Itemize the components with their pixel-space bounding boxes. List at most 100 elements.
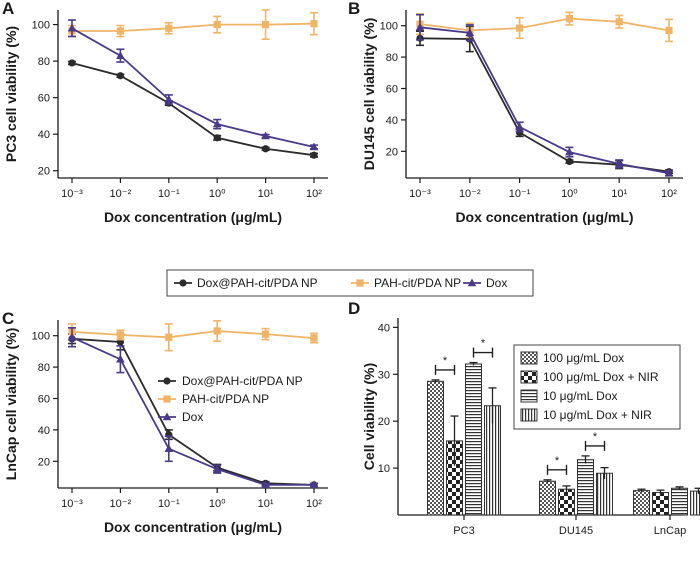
x-tick-label: 10⁻³ [409, 188, 431, 200]
series-line [419, 26, 670, 175]
data-point [665, 26, 673, 35]
legend-item: Dox@PAH-cit/PDA NP [158, 374, 303, 388]
significance-star: * [555, 455, 560, 467]
bar [427, 380, 444, 516]
legend-item: 100 μg/mL Dox + NIR [520, 370, 659, 384]
legend-swatch [520, 351, 538, 365]
legend-label: Dox [182, 410, 203, 424]
series-line [419, 17, 670, 32]
series-line [71, 337, 315, 486]
bar-group: LnCap [633, 486, 700, 537]
bar-group: PC3 [427, 361, 501, 537]
legend-label: 10 μg/mL Dox + NIR [543, 408, 652, 422]
legend-swatch [520, 408, 538, 422]
series-line [71, 62, 315, 157]
x-tick-label: DU145 [559, 525, 593, 537]
x-axis-title: Dox concentration (μg/mL) [455, 209, 633, 225]
x-tick-label: 10⁻¹ [158, 498, 180, 510]
data-point [116, 72, 124, 80]
x-tick-label: 10⁰ [209, 498, 226, 510]
x-tick-label: 10² [661, 188, 677, 200]
series-line [71, 27, 315, 148]
legend-item: 100 μg/mL Dox [520, 351, 624, 365]
bar-group: DU145 [539, 455, 613, 537]
y-tick-label: 100 [32, 20, 50, 32]
data-point [261, 480, 270, 489]
data-point [116, 331, 124, 339]
legend-item: PAH-cit/PDA NP [351, 276, 461, 290]
legend-label: PAH-cit/PDA NP [182, 392, 269, 406]
legend-box [513, 344, 681, 430]
data-point [309, 480, 319, 489]
bar [671, 487, 688, 516]
legend-marker [163, 395, 171, 403]
legend-swatch [520, 370, 538, 384]
legend-swatch [520, 389, 538, 403]
data-point [213, 21, 221, 29]
legend-marker [467, 278, 477, 287]
panel-letter: D [348, 299, 360, 318]
data-point [116, 27, 124, 35]
x-tick-label: 10¹ [611, 188, 627, 200]
y-tick-label: 40 [386, 115, 398, 127]
data-point [165, 24, 173, 32]
y-tick-label: 60 [386, 84, 398, 96]
data-point [164, 94, 174, 103]
bar [633, 490, 650, 516]
shared-legend: Dox@PAH-cit/PDA NP PAH-cit/PDA NP Dox [166, 269, 534, 297]
significance-bracket: * [584, 431, 606, 451]
bar [596, 472, 613, 516]
y-axis-title: PC3 cell viability (%) [3, 26, 19, 162]
series-2 [68, 319, 318, 352]
data-point [516, 24, 524, 32]
data-point [415, 22, 425, 31]
legend-label: 10 μg/mL Dox [543, 389, 618, 403]
data-point [68, 59, 76, 67]
bar [465, 363, 482, 516]
data-point [310, 151, 318, 159]
significance-star: * [481, 338, 486, 350]
legend-label: Dox@PAH-cit/PDA NP [182, 374, 303, 388]
legend-marker [163, 377, 171, 385]
y-tick-label: 20 [38, 456, 50, 468]
y-tick-label: 60 [38, 93, 50, 105]
y-tick-label: 20 [38, 166, 50, 178]
axes: 20 40 60 80 100 10⁻³ 10⁻² 10⁻¹ 10⁰ 10¹ 10² [380, 10, 683, 200]
data-point [164, 444, 174, 453]
series-1 [416, 25, 673, 176]
panel-legend: Dox@PAH-cit/PDA NP PAH-cit/PDA NP Dox [158, 374, 303, 424]
series-line [72, 22, 315, 32]
data-point [615, 18, 623, 26]
legend-item: PAH-cit/PDA NP [158, 392, 269, 406]
data-point [213, 134, 221, 142]
y-tick-label: 20 [386, 146, 398, 158]
y-tick-label: 10 [378, 463, 390, 475]
data-point [212, 119, 222, 128]
panel-a: A 20 40 60 80 100 10⁻³ 10⁻² 10⁻¹ 10⁰ 10¹ 10² PC3 cel… [2, 0, 328, 225]
data-point [310, 20, 318, 28]
y-tick-label: 40 [378, 322, 390, 334]
x-tick-label: 10⁰ [561, 188, 578, 200]
data-point [165, 333, 173, 341]
significance-star: * [443, 355, 448, 367]
y-tick-label: 40 [38, 425, 50, 437]
x-tick-label: 10⁻³ [61, 498, 83, 510]
data-point [565, 15, 573, 23]
bar [558, 488, 575, 516]
x-tick-label: 10⁻¹ [509, 188, 531, 200]
x-tick-label: 10⁻² [459, 188, 481, 200]
bar [539, 480, 556, 516]
data-point [614, 159, 624, 168]
y-axis-title: DU145 cell viability (%) [361, 18, 377, 171]
y-tick-label: 30 [378, 369, 390, 381]
legend-item: Dox [463, 276, 507, 290]
y-tick-label: 100 [380, 21, 398, 33]
data-point [565, 147, 574, 156]
series-line [419, 37, 670, 173]
series-1 [68, 59, 318, 159]
y-tick-label: 100 [32, 331, 50, 343]
series-3 [415, 13, 674, 177]
legend-label: Dox@PAH-cit/PDA NP [197, 276, 318, 290]
x-tick-label: 10⁻² [110, 188, 132, 200]
legend-label: Dox [486, 276, 507, 290]
